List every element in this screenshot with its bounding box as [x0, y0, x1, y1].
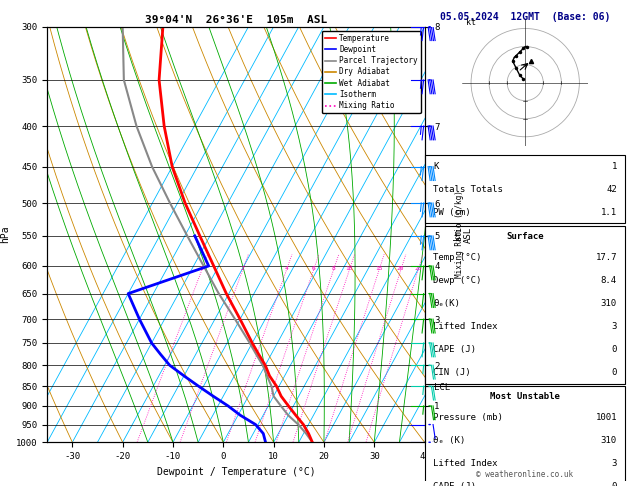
- Text: 1: 1: [611, 162, 617, 171]
- Text: 8: 8: [331, 265, 335, 271]
- Text: Totals Totals: Totals Totals: [433, 185, 503, 194]
- Text: 20: 20: [397, 265, 404, 271]
- Text: 0: 0: [611, 345, 617, 354]
- Text: © weatheronline.co.uk: © weatheronline.co.uk: [476, 470, 574, 479]
- Text: Pressure (mb): Pressure (mb): [433, 414, 503, 422]
- Text: 3: 3: [611, 322, 617, 331]
- Bar: [425, 226, 625, 383]
- Text: θₑ(K): θₑ(K): [433, 299, 460, 308]
- Bar: [425, 386, 625, 486]
- Text: 15: 15: [375, 265, 382, 271]
- Text: 6: 6: [311, 265, 315, 271]
- Text: 1: 1: [200, 265, 204, 271]
- Text: Lifted Index: Lifted Index: [433, 459, 498, 468]
- Bar: [425, 155, 625, 224]
- Text: Most Unstable: Most Unstable: [490, 392, 560, 401]
- Title: 39°04'N  26°36'E  105m  ASL: 39°04'N 26°36'E 105m ASL: [145, 15, 327, 25]
- Y-axis label: hPa: hPa: [1, 226, 11, 243]
- Text: CAPE (J): CAPE (J): [433, 345, 476, 354]
- Text: 8.4: 8.4: [601, 276, 617, 285]
- Text: 05.05.2024  12GMT  (Base: 06): 05.05.2024 12GMT (Base: 06): [440, 12, 610, 22]
- Text: CIN (J): CIN (J): [433, 368, 470, 377]
- Text: Lifted Index: Lifted Index: [433, 322, 498, 331]
- Text: PW (cm): PW (cm): [433, 208, 470, 217]
- Text: 3: 3: [611, 459, 617, 468]
- Text: Temp (°C): Temp (°C): [433, 253, 481, 262]
- Text: 0: 0: [611, 482, 617, 486]
- Text: θₑ (K): θₑ (K): [433, 436, 465, 445]
- Legend: Temperature, Dewpoint, Parcel Trajectory, Dry Adiabat, Wet Adiabat, Isotherm, Mi: Temperature, Dewpoint, Parcel Trajectory…: [321, 31, 421, 113]
- Y-axis label: km
ASL: km ASL: [454, 226, 472, 243]
- Text: kt: kt: [465, 18, 476, 27]
- Text: CAPE (J): CAPE (J): [433, 482, 476, 486]
- Text: Mixing Ratio (g/kg): Mixing Ratio (g/kg): [455, 191, 464, 278]
- Text: Dewp (°C): Dewp (°C): [433, 276, 481, 285]
- Text: Surface: Surface: [506, 232, 543, 241]
- Text: 17.7: 17.7: [596, 253, 617, 262]
- Text: 310: 310: [601, 299, 617, 308]
- Text: 42: 42: [606, 185, 617, 194]
- Text: 1.1: 1.1: [601, 208, 617, 217]
- Text: K: K: [433, 162, 438, 171]
- Text: 1001: 1001: [596, 414, 617, 422]
- Text: 25: 25: [415, 265, 421, 271]
- Text: 10: 10: [345, 265, 353, 271]
- Text: 4: 4: [284, 265, 288, 271]
- Text: 0: 0: [611, 368, 617, 377]
- Text: 2: 2: [240, 265, 244, 271]
- Text: 310: 310: [601, 436, 617, 445]
- X-axis label: Dewpoint / Temperature (°C): Dewpoint / Temperature (°C): [157, 467, 315, 477]
